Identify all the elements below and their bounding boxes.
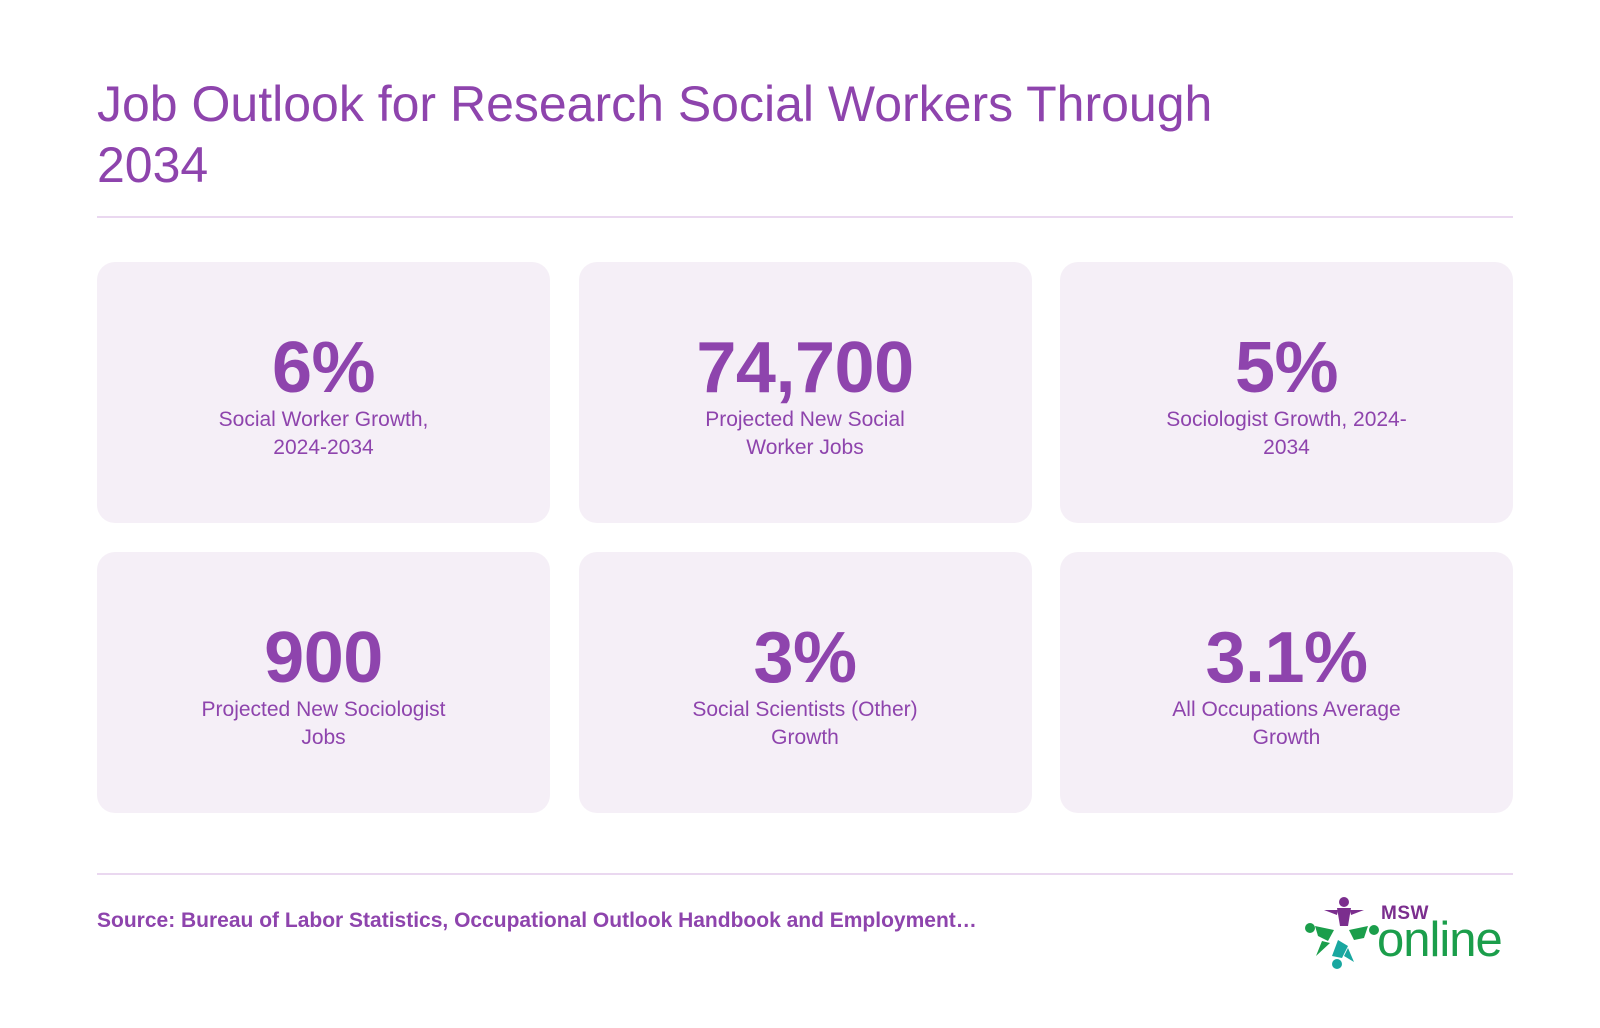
stat-card-new-sociologist-jobs: 900 Projected New Sociologist Jobs	[97, 552, 550, 813]
infographic: Job Outlook for Research Social Workers …	[97, 0, 1513, 1028]
logo-online-text: online	[1377, 913, 1503, 967]
stat-label: Social Worker Growth, 2024-2034	[218, 407, 429, 459]
stat-label: Social Scientists (Other) Growth	[692, 697, 918, 749]
stat-label: All Occupations Average Growth	[1172, 697, 1401, 749]
stat-value: 3%	[753, 617, 857, 698]
bottom-divider	[97, 873, 1513, 875]
stat-card-social-scientists-growth: 3% Social Scientists (Other) Growth	[578, 552, 1032, 813]
top-divider	[97, 216, 1513, 218]
msw-online-logo: MSW online	[1304, 896, 1513, 970]
star-people-icon	[1305, 897, 1379, 969]
logo-msw-text: MSW	[1381, 903, 1429, 924]
stat-label: Sociologist Growth, 2024-2034	[1166, 407, 1407, 459]
stat-value: 3.1%	[1205, 617, 1368, 698]
stat-value: 6%	[271, 327, 376, 408]
stat-label: Projected New Social Worker Jobs	[705, 407, 905, 459]
stat-card-sociologist-growth: 5% Sociologist Growth, 2024-2034	[1060, 262, 1513, 523]
stat-value: 5%	[1234, 327, 1339, 408]
stat-card-all-occupations-growth: 3.1% All Occupations Average Growth	[1060, 552, 1513, 813]
stats-grid: 6% Social Worker Growth, 2024-2034 74,70…	[97, 262, 1513, 813]
stat-card-social-worker-growth: 6% Social Worker Growth, 2024-2034	[97, 262, 550, 523]
source-citation: Source: Bureau of Labor Statistics, Occu…	[97, 909, 977, 932]
stat-label: Projected New Sociologist Jobs	[201, 697, 446, 749]
stat-value: 900	[264, 617, 383, 698]
stat-value: 74,700	[696, 327, 914, 408]
page-title: Job Outlook for Research Social Workers …	[97, 76, 1213, 193]
stat-card-new-social-worker-jobs: 74,700 Projected New Social Worker Jobs	[578, 262, 1032, 523]
